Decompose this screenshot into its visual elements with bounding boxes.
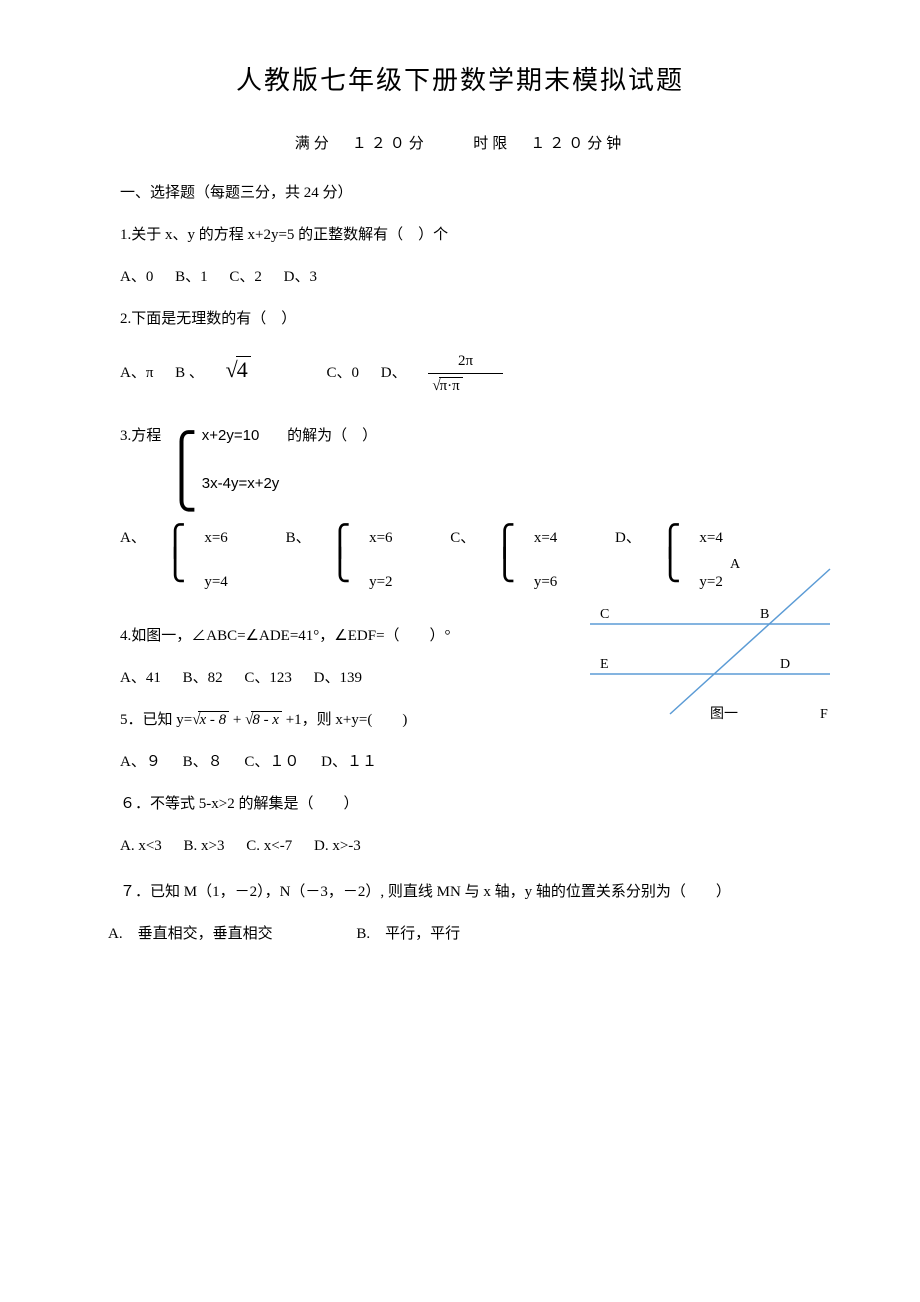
question-2: 2.下面是无理数的有（ ）: [120, 307, 800, 331]
section-1-heading: 一、选择题（每题三分，共 24 分）: [120, 181, 800, 205]
q1-opt-a: A、0: [120, 269, 153, 285]
sqrt-icon: √x - 8: [192, 708, 229, 732]
q3-c-label: C、: [450, 526, 475, 550]
q5-opt-a: A、９: [120, 754, 161, 770]
q3-system: x+2y=10 的解为（ ） 3x-4y=x+2y: [202, 424, 377, 496]
q5-plus: +: [229, 712, 245, 728]
fig-label-b: B: [760, 604, 769, 626]
question-2-options: A、π B 、 √4 C、0 D、 2π √π·π: [120, 349, 800, 398]
exam-subtitle: 满分 １２０分 时限 １２０分钟: [120, 132, 800, 156]
q7-opt-a: A. 垂直相交，垂直相交: [108, 926, 273, 942]
sqrt-icon: √4: [226, 352, 269, 387]
q2-d-den-radicand: π·π: [439, 377, 463, 394]
q3-a-label: A、: [120, 526, 146, 550]
figure-1: A C B E D F 图一: [580, 554, 840, 714]
question-1: 1.关于 x、y 的方程 x+2y=5 的正整数解有（ ）个: [120, 223, 800, 247]
q1-opt-b: B、1: [175, 269, 208, 285]
q3-a-l2: y=4: [204, 570, 227, 594]
fig-label-d: D: [780, 654, 790, 676]
q3-a-l1: x=6: [204, 526, 227, 550]
q3-d-l1: x=4: [699, 526, 722, 550]
sqrt-icon: √8 - x: [245, 708, 282, 732]
q1-opt-d: D、3: [284, 269, 317, 285]
question-4-row: 4.如图一，∠ABC=∠ADE=41°，∠EDF=（ ）° A、41 B、82 …: [120, 624, 800, 690]
q2-d-label: D、: [381, 365, 407, 381]
q2-b-label: B 、: [175, 365, 204, 381]
brace-icon: ⎧⎩: [164, 530, 187, 578]
brace-icon: ⎧⎩: [493, 530, 516, 578]
q2-d-denominator: √π·π: [428, 374, 502, 398]
q4-opt-c: C、123: [244, 670, 292, 686]
q4-opt-a: A、41: [120, 670, 161, 686]
question-3: 3.方程 ⎧⎩ x+2y=10 的解为（ ） 3x-4y=x+2y: [120, 424, 800, 496]
q3-lead: 3.方程: [120, 428, 161, 444]
q5-tail: +1，则 x+y=( ): [282, 712, 407, 728]
line-af: [670, 569, 830, 714]
q5-opt-c: C、１０: [244, 754, 299, 770]
q2-d-numerator: 2π: [428, 349, 502, 374]
q3-b-l1: x=6: [369, 526, 392, 550]
q6-opt-b: B. x>3: [184, 838, 225, 854]
q3-c-l1: x=4: [534, 526, 557, 550]
q4-opt-b: B、82: [183, 670, 223, 686]
q2-opt-a: A、π: [120, 365, 153, 381]
q1-opt-c: C、2: [229, 269, 262, 285]
q6-opt-a: A. x<3: [120, 838, 162, 854]
exam-title: 人教版七年级下册数学期末模拟试题: [120, 60, 800, 102]
question-7: ７．已知 M（1，－2），N（－3，－2）, 则直线 MN 与 x 轴，y 轴的…: [120, 880, 800, 904]
fig-caption: 图一: [710, 704, 738, 726]
q2-opt-b: B 、 √4: [175, 365, 290, 381]
q5-opt-b: B、８: [183, 754, 223, 770]
question-7-options: A. 垂直相交，垂直相交 B. 平行，平行: [120, 922, 800, 946]
q3-opt-a: A、 ⎧⎩ x=6 y=4: [120, 526, 264, 594]
fig-label-e: E: [600, 654, 609, 676]
q3-d-label: D、: [615, 526, 641, 550]
question-6-options: A. x<3 B. x>3 C. x<-7 D. x>-3: [120, 834, 800, 858]
fig-label-a: A: [730, 554, 740, 576]
sqrt-icon: √π·π: [432, 374, 480, 398]
q5-opt-d: D、１１: [321, 754, 377, 770]
q5-rad1: x - 8: [198, 711, 229, 728]
q3-b-label: B、: [286, 526, 311, 550]
q2-opt-d: D、 2π √π·π: [381, 365, 539, 381]
q3-c-l2: y=6: [534, 570, 557, 594]
brace-icon: ⎧⎩: [165, 442, 198, 504]
q2-opt-c: C、0: [327, 365, 360, 381]
q6-opt-c: C. x<-7: [246, 838, 292, 854]
q5-rad2: 8 - x: [251, 711, 282, 728]
fraction: 2π √π·π: [428, 349, 520, 398]
question-1-options: A、0 B、1 C、2 D、3: [120, 265, 800, 289]
q3-opt-b: B、 ⎧⎩ x=6 y=2: [286, 526, 429, 594]
question-6: ６．不等式 5-x>2 的解集是（ ）: [120, 792, 800, 816]
q3-eq1: x+2y=10: [202, 427, 260, 444]
fig-label-f: F: [820, 704, 828, 726]
q2-b-radicand: 4: [236, 356, 251, 382]
q3-mid: 的解为（ ）: [287, 428, 377, 444]
q3-opt-c: C、 ⎧⎩ x=4 y=6: [450, 526, 593, 594]
brace-icon: ⎧⎩: [329, 530, 352, 578]
q6-opt-d: D. x>-3: [314, 838, 361, 854]
q4-opt-d: D、139: [314, 670, 362, 686]
q3-b-l2: y=2: [369, 570, 392, 594]
time-limit: 时限 １２０分钟: [473, 136, 625, 152]
fig-label-c: C: [600, 604, 609, 626]
full-marks: 满分 １２０分: [295, 136, 428, 152]
q7-opt-b: B. 平行，平行: [356, 926, 460, 942]
q3-eq2: 3x-4y=x+2y: [202, 472, 377, 496]
q5-lead: 5．已知 y=: [120, 712, 192, 728]
